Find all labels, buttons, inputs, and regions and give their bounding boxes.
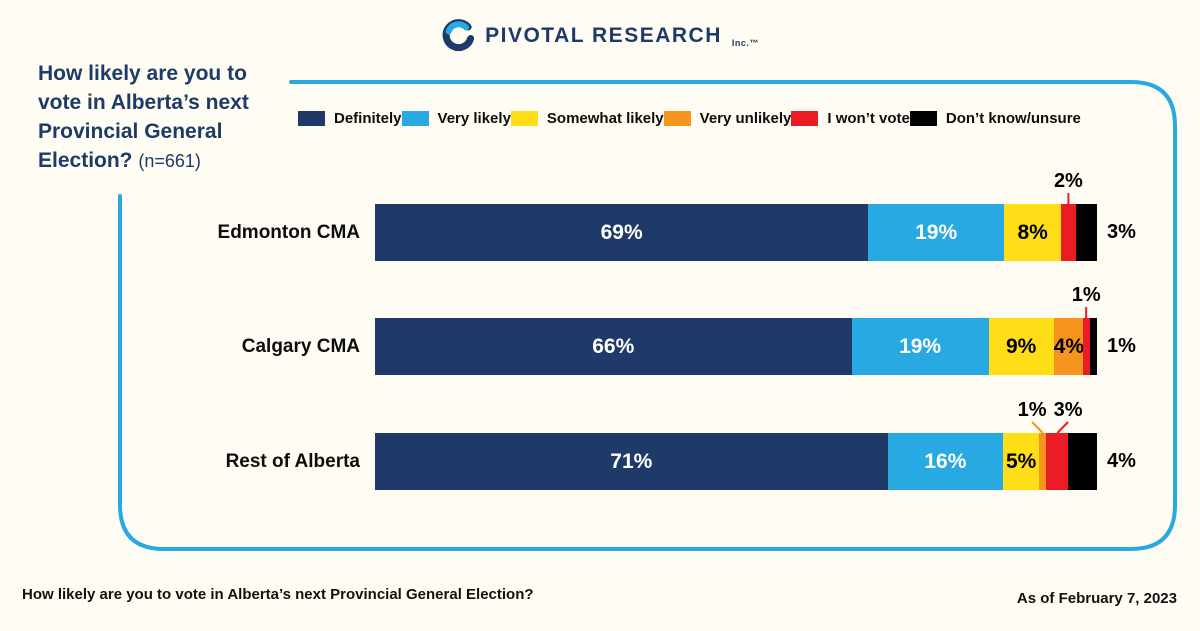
bar-segment	[851, 318, 989, 375]
legend-swatch	[298, 110, 325, 126]
legend-item: Very unlikely	[663, 109, 792, 127]
bar-segment	[1004, 204, 1062, 261]
category-label: Rest of Alberta	[225, 451, 360, 472]
value-label-outside: 4%	[1107, 450, 1136, 472]
legend-item: I won’t vote	[791, 110, 910, 127]
legend-item: Don’t know/unsure	[909, 109, 1081, 127]
legend-swatch	[401, 110, 429, 126]
stacked-bar: 69% 19% 8% 3%	[375, 204, 1136, 261]
bar-segment	[1068, 433, 1097, 490]
footer-date: As of February 7, 2023	[1016, 590, 1177, 607]
value-callout: 1%	[1071, 284, 1101, 306]
value-label: 19%	[899, 335, 942, 358]
callout-leader-lines	[1031, 421, 1069, 434]
bar-segment	[1046, 433, 1069, 490]
bar-segment	[375, 318, 852, 375]
legend-swatch	[791, 110, 819, 126]
legend-item: Definitely	[298, 110, 402, 127]
value-label-outside: 1%	[1107, 335, 1136, 357]
value-callout: 1%	[1017, 399, 1047, 421]
bar-row: Calgary CMA 66% 19% 9% 4% 1% 1%	[242, 284, 1200, 375]
stacked-bar: 66% 19% 9% 4% 1%	[375, 318, 1136, 375]
category-label: Edmonton CMA	[217, 222, 360, 243]
bar-segment	[1053, 318, 1083, 375]
legend-label: Don’t know/unsure	[945, 109, 1081, 127]
page-title-text: How likely are you to vote in Alberta’s …	[38, 62, 249, 172]
bar-segment	[1089, 318, 1097, 375]
value-callout: 2%	[1053, 170, 1083, 192]
value-label: 5%	[1005, 450, 1037, 473]
value-label: 71%	[610, 450, 653, 473]
stacked-bar: 71% 16% 5% 4%	[375, 433, 1136, 490]
bar-segment	[1003, 433, 1040, 490]
bar-row: Rest of Alberta 71% 16% 5% 4% 1% 3%	[226, 399, 1200, 490]
value-label: 9%	[1005, 335, 1037, 358]
value-callout: 3%	[1053, 399, 1083, 421]
callout-leader-lines	[1085, 307, 1088, 318]
legend: Definitely Very likely Somewhat likely Very…	[298, 104, 1081, 132]
bar-segment	[1075, 204, 1097, 261]
legend-label: Definitely	[334, 109, 402, 127]
bar-segment	[375, 433, 888, 490]
value-label: 4%	[1053, 335, 1085, 358]
bar-segment	[1039, 433, 1047, 490]
bar-row: Edmonton CMA 69% 19% 8% 3% 2%	[218, 170, 1200, 261]
legend-label: Very unlikely	[699, 109, 792, 127]
category-label: Calgary CMA	[241, 336, 360, 357]
bar-segment	[988, 318, 1054, 375]
bar-segment	[375, 204, 869, 261]
value-label: 66%	[592, 335, 635, 358]
bar-segment	[887, 433, 1004, 490]
logo-suffix-text: Inc.™	[731, 38, 759, 48]
value-label: 8%	[1017, 221, 1048, 244]
value-label: 69%	[600, 221, 643, 244]
pivotal-swirl-icon	[442, 19, 475, 52]
legend-label: Somewhat likely	[546, 109, 664, 127]
logo: PIVOTAL RESEARCH Inc.™	[441, 19, 759, 53]
legend-label: Very likely	[437, 109, 511, 127]
legend-label: I won’t vote	[827, 109, 910, 127]
value-label-outside: 3%	[1107, 221, 1136, 243]
bar-segment	[1061, 204, 1076, 261]
value-label: 19%	[915, 221, 958, 244]
callout-leader-lines	[1067, 193, 1070, 204]
value-label: 16%	[924, 450, 967, 473]
footer-question: How likely are you to vote in Alberta’s …	[22, 586, 534, 603]
bar-segment	[1082, 318, 1090, 375]
page-title: How likely are you to vote in Alberta’s …	[38, 59, 294, 176]
legend-swatch	[663, 110, 691, 126]
legend-item: Very likely	[401, 109, 511, 127]
sample-size: (n=661)	[138, 151, 201, 171]
bar-segment	[868, 204, 1005, 261]
legend-item: Somewhat likely	[510, 109, 664, 127]
legend-swatch	[510, 110, 538, 126]
logo-brand-text: PIVOTAL RESEARCH	[485, 24, 722, 47]
legend-swatch	[909, 110, 937, 126]
